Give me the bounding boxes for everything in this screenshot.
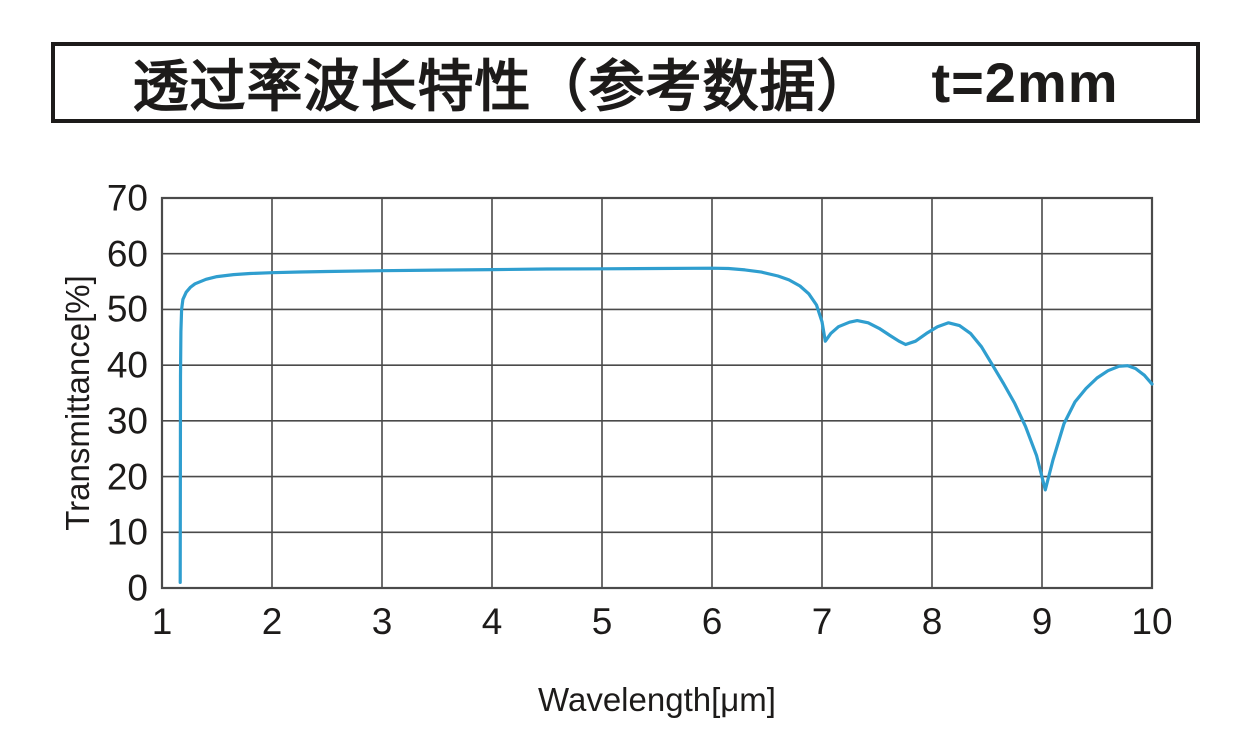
x-tick-label: 9 [1031,601,1053,642]
x-tick-label: 3 [371,601,393,642]
x-tick-label: 7 [811,601,833,642]
transmittance-curve [178,266,1154,585]
y-tick-label: 30 [106,400,148,442]
x-tick-label: 10 [1131,601,1173,642]
y-tick-label: 0 [127,567,148,609]
x-tick-label: 2 [261,601,283,642]
y-tick-label: 10 [106,511,148,553]
plot-border [160,196,1154,590]
y-tick-label: 20 [106,456,148,498]
x-tick-label: 4 [481,601,503,642]
y-tick-label: 70 [106,177,148,219]
x-tick-label: 6 [701,601,723,642]
y-tick-label: 40 [106,344,148,386]
x-tick-label: 8 [921,601,943,642]
x-tick-label: 5 [591,601,613,642]
chart-title-thickness: t=2mm [931,51,1119,114]
y-tick-label: 50 [106,288,148,330]
y-tick-label: 60 [106,233,148,275]
chart-title-main: 透过率波长特性（参考数据） [132,55,874,118]
title-box: 透过率波长特性（参考数据） t=2mm [51,42,1200,123]
x-axis-label: Wavelength[μm] [538,681,776,718]
x-tick-label: 1 [151,601,173,642]
